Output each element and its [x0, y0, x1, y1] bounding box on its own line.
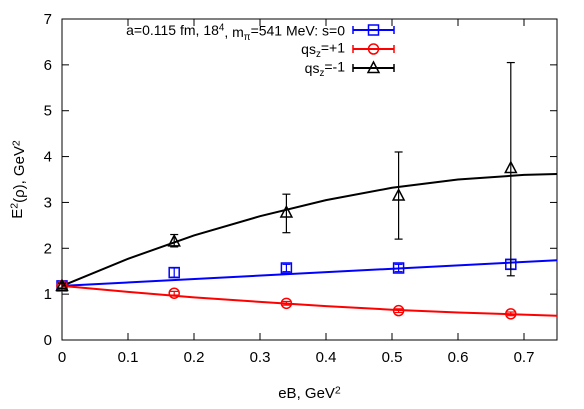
x-tick-label: 0.3 [250, 349, 271, 366]
y-tick-label: 0 [44, 332, 52, 349]
x-axis-title: eB, GeV2 [278, 384, 341, 402]
data-points [55, 61, 518, 320]
marker [505, 308, 517, 320]
fit-curve-series-0 [61, 259, 558, 287]
data-point-series-0 [280, 262, 293, 274]
y-tick-label: 2 [44, 240, 52, 257]
legend-label: qsz=-1 [305, 59, 346, 79]
data-point-series-2 [167, 233, 181, 248]
marker [280, 262, 293, 274]
marker [168, 266, 180, 279]
y-tick-label: 6 [44, 57, 52, 74]
y-tick-label: 4 [44, 149, 52, 166]
marker [55, 278, 69, 292]
fit-curves [61, 173, 558, 317]
marker [504, 160, 518, 174]
x-tick-label: 0.6 [448, 349, 469, 366]
y-axis-title: E2(ρ), GeV2 [8, 140, 28, 219]
legend-entry-1: qsz=+1 [301, 40, 395, 60]
data-point-series-0 [392, 262, 405, 274]
y-tick-label: 5 [44, 103, 52, 120]
data-point-series-2 [504, 61, 518, 277]
y-tick-label: 7 [44, 11, 52, 28]
marker [167, 233, 181, 247]
fit-curve-series-2 [61, 173, 558, 287]
marker [392, 304, 405, 317]
axes: 0 0.1 0.2 0.3 0.4 0.5 0.6 0.7 0 1 2 3 4 5 6 7 [44, 11, 558, 366]
marker [280, 297, 293, 310]
data-point-series-2 [55, 278, 69, 292]
marker [392, 262, 405, 274]
x-tick-label: 0.7 [514, 349, 535, 366]
x-tick-label: 0.5 [382, 349, 403, 366]
x-tick-label: 0.1 [118, 349, 139, 366]
legend-marker [367, 24, 380, 36]
x-tick-label: 0.2 [184, 349, 205, 366]
data-point-series-1 [168, 287, 180, 299]
legend-entry-2: qsz=-1 [305, 59, 395, 79]
data-point-series-0 [168, 266, 180, 279]
axis-titles: eB, GeV2 E2(ρ), GeV2 [8, 140, 341, 402]
x-tick-label: 0 [58, 349, 66, 366]
legend-label: a=0.115 fm, 184, mπ=541 MeV: s=0 [126, 22, 345, 43]
data-point-series-1 [392, 304, 405, 317]
legend-marker [367, 43, 380, 55]
data-point-series-2 [279, 193, 294, 234]
y-tick-label: 1 [44, 286, 52, 303]
legend-entry-0: a=0.115 fm, 184, mπ=541 MeV: s=0 [126, 22, 395, 43]
y-tick-label: 3 [44, 194, 52, 211]
data-point-series-1 [280, 297, 293, 310]
legend-label: qsz=+1 [301, 40, 345, 60]
marker [168, 287, 180, 299]
marker [279, 204, 294, 218]
legend-marker [366, 60, 381, 74]
data-point-series-1 [505, 308, 517, 320]
legend: a=0.115 fm, 184, mπ=541 MeV: s=0qsz=+1qs… [126, 22, 395, 79]
fit-curve-series-1 [61, 284, 558, 317]
x-tick-label: 0.4 [316, 349, 337, 366]
plot-frame [61, 18, 558, 341]
marker [391, 187, 406, 201]
data-point-series-2 [391, 151, 406, 240]
